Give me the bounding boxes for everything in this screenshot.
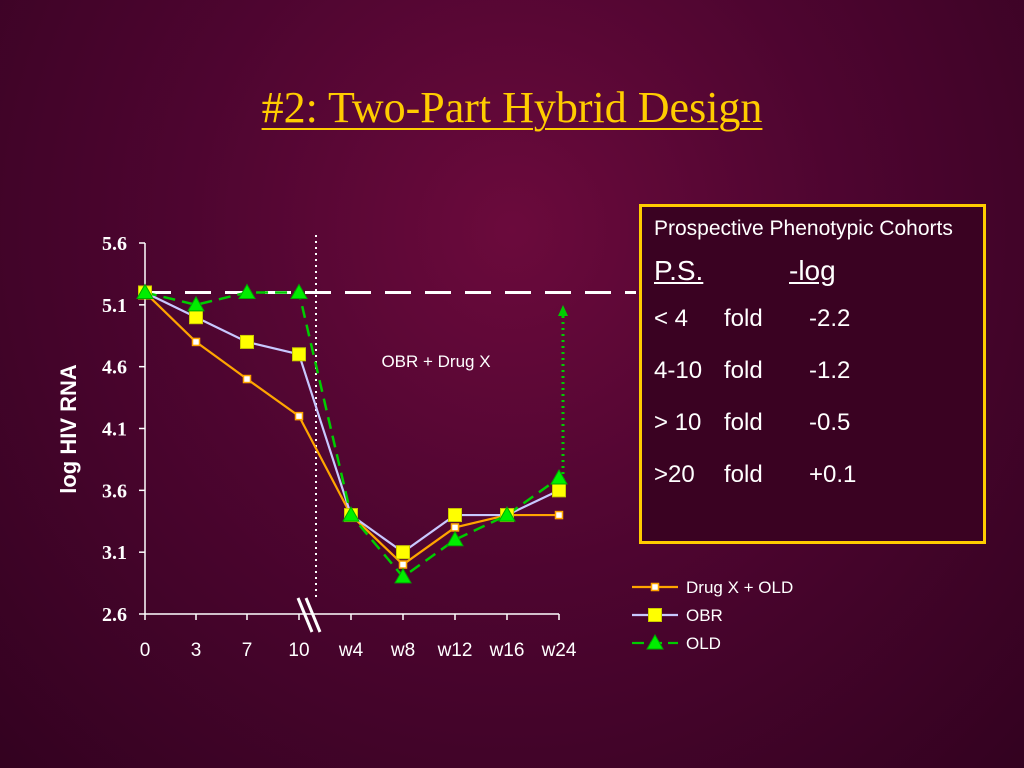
legend-label: OBR bbox=[686, 606, 723, 625]
x-tick-label: w4 bbox=[338, 640, 364, 661]
ps-unit: fold bbox=[724, 409, 763, 436]
y-tick-label: 3.6 bbox=[102, 480, 127, 502]
data-point-obr bbox=[448, 508, 462, 523]
ps-unit: fold bbox=[724, 461, 763, 488]
data-point-old bbox=[290, 283, 308, 299]
data-point-obr bbox=[396, 545, 410, 560]
data-point-old bbox=[238, 283, 256, 299]
series-line-old bbox=[144, 291, 560, 579]
axis-break-mark bbox=[304, 597, 322, 633]
data-point-drug-x-old bbox=[294, 411, 304, 421]
recovery-arrow-head bbox=[558, 305, 568, 316]
log-value: +0.1 bbox=[809, 461, 857, 488]
ps-unit: fold bbox=[724, 305, 763, 332]
ps-unit: fold bbox=[724, 357, 763, 384]
legend-label: OLD bbox=[686, 634, 721, 653]
x-tick-label: 0 bbox=[140, 640, 151, 661]
data-point-old bbox=[394, 567, 412, 584]
data-point-old bbox=[446, 530, 464, 547]
y-tick-label: 4.6 bbox=[102, 357, 127, 379]
legend-marker bbox=[650, 582, 660, 592]
data-point-drug-x-old bbox=[242, 374, 252, 384]
data-point-drug-x-old bbox=[450, 523, 460, 532]
data-point-obr bbox=[240, 334, 254, 349]
series-line-drug-x-old bbox=[144, 291, 559, 566]
data-point-drug-x-old bbox=[398, 560, 408, 569]
ps-value: >20 bbox=[654, 461, 695, 488]
ps-box-columns: P.S. -log bbox=[654, 255, 971, 291]
ps-box-heading: Prospective Phenotypic Cohorts bbox=[654, 217, 953, 240]
phase-annotation: OBR + Drug X bbox=[381, 352, 490, 371]
page-title: #2: Two-Part Hybrid Design bbox=[261, 83, 763, 132]
x-tick-label: 3 bbox=[191, 640, 202, 661]
data-point-obr bbox=[292, 347, 306, 362]
axis-break-mark bbox=[296, 597, 314, 633]
phenotypic-cohorts-box: Prospective Phenotypic Cohorts P.S. -log… bbox=[639, 204, 986, 544]
ps-row: > 10 fold -0.5 bbox=[654, 395, 971, 447]
x-tick-label: w16 bbox=[489, 640, 525, 661]
y-axis-label: log HIV RNA bbox=[56, 364, 81, 494]
ps-row: >20 fold +0.1 bbox=[654, 447, 971, 499]
ps-value: 4-10 bbox=[654, 357, 703, 384]
ps-row: < 4 fold -2.2 bbox=[654, 291, 971, 343]
data-point-drug-x-old bbox=[554, 510, 564, 520]
x-tick-label: w24 bbox=[541, 640, 577, 661]
y-tick-label: 5.1 bbox=[102, 295, 127, 317]
data-point-old bbox=[498, 506, 516, 522]
y-tick-label: 4.1 bbox=[102, 419, 127, 441]
x-tick-label: 7 bbox=[242, 640, 253, 661]
ps-col-header: P.S. bbox=[654, 255, 704, 286]
log-col-header: -log bbox=[789, 255, 836, 286]
ps-value: > 10 bbox=[654, 409, 702, 436]
ps-value: < 4 bbox=[654, 305, 689, 332]
x-tick-label: 10 bbox=[288, 640, 309, 661]
data-point-old bbox=[136, 283, 154, 299]
ps-row: 4-10 fold -1.2 bbox=[654, 343, 971, 395]
data-point-obr bbox=[552, 483, 566, 498]
log-value: -0.5 bbox=[809, 409, 851, 436]
data-point-obr bbox=[189, 310, 203, 325]
x-tick-label: w12 bbox=[437, 640, 473, 661]
data-point-old bbox=[187, 295, 205, 312]
legend-marker bbox=[646, 633, 664, 650]
y-tick-label: 5.6 bbox=[102, 233, 127, 255]
log-value: -1.2 bbox=[809, 357, 851, 384]
legend-marker bbox=[648, 608, 662, 622]
log-value: -2.2 bbox=[809, 305, 851, 332]
x-tick-label: w8 bbox=[390, 640, 415, 661]
data-point-old bbox=[342, 506, 360, 522]
legend-label: Drug X + OLD bbox=[686, 578, 793, 597]
y-tick-label: 3.1 bbox=[102, 542, 127, 564]
data-point-old bbox=[550, 468, 568, 485]
data-point-drug-x-old bbox=[191, 337, 201, 347]
y-tick-label: 2.6 bbox=[102, 604, 127, 626]
